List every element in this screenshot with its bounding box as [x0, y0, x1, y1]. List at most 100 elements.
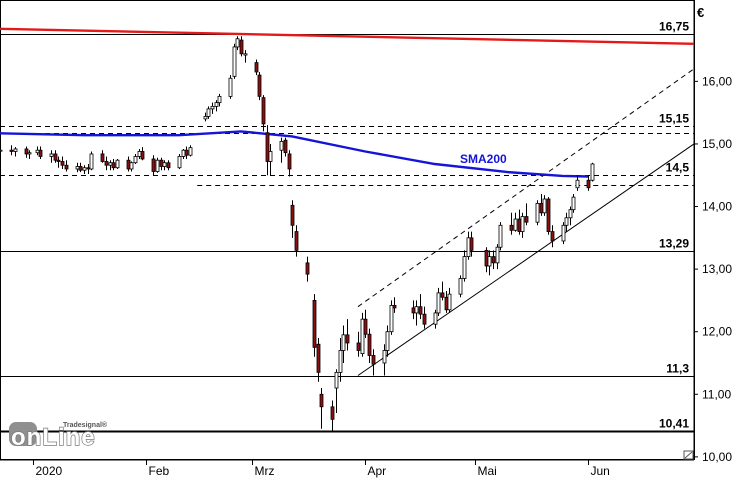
candle-body-down [111, 162, 116, 169]
candle-body-up [177, 156, 182, 169]
plot-frame [0, 0, 695, 461]
y-tick-label: 11,00 [702, 387, 731, 401]
candle-body-down [491, 256, 496, 264]
candle-body-down [9, 149, 14, 152]
candle-body-down [367, 333, 372, 356]
candle-body-up [214, 102, 219, 107]
candle-body-down [371, 355, 376, 365]
level-labels: 16,75 15,15 14,5 13,29 11,3 10,41 [659, 20, 689, 431]
candle [279, 137, 284, 163]
candle-body-up [49, 153, 54, 157]
candle [546, 197, 551, 235]
candle [239, 36, 244, 57]
candle [294, 225, 299, 257]
candle-body-down [24, 148, 29, 155]
candle [305, 256, 310, 282]
candle [363, 309, 368, 338]
candle [64, 160, 69, 172]
candle-body-down [254, 62, 259, 73]
candle-body-up [27, 152, 32, 155]
candle [155, 157, 160, 173]
candle-body-up [217, 95, 222, 104]
candle [334, 369, 339, 414]
candle-body-down [283, 139, 288, 154]
candle [283, 137, 288, 157]
candle [491, 250, 496, 270]
candle-body-up [466, 237, 471, 257]
candle [418, 294, 423, 320]
candle-body-up [13, 148, 18, 152]
candle-body-up [436, 292, 441, 314]
logo-wordmark: onLine [11, 424, 96, 451]
candle [133, 153, 138, 164]
candle-body-down [418, 306, 423, 315]
candle [571, 194, 576, 213]
candle [509, 212, 514, 235]
candle-body-down [539, 203, 544, 214]
sma200-line [0, 130, 589, 178]
candle [382, 344, 387, 376]
candle-body-up [360, 318, 365, 355]
candle-body-down [316, 343, 321, 373]
y-tick-label: 16,00 [702, 74, 732, 88]
candle-body-down [166, 162, 171, 169]
candle [414, 300, 419, 326]
candle-body-down [60, 161, 65, 166]
candle [371, 349, 376, 376]
y-tick-label: 12,00 [702, 325, 732, 339]
candle-body-up [155, 159, 160, 172]
price-axis[interactable]: 10,00 11,00 12,00 13,00 14,00 15,00 16,00 [694, 74, 732, 464]
trend-line [357, 68, 695, 308]
candle [214, 100, 219, 112]
candle [440, 281, 445, 301]
resize-grip-icon[interactable] [683, 450, 694, 460]
candle [104, 156, 109, 171]
candle [184, 146, 189, 159]
candle [268, 143, 273, 176]
candle [498, 222, 503, 251]
candle [513, 212, 518, 232]
candle [206, 106, 211, 119]
candle [542, 195, 547, 216]
candle [13, 147, 18, 157]
candle [287, 150, 292, 177]
candle-body-up [115, 159, 120, 169]
x-tick-label: 2020 [36, 464, 63, 478]
candle-body-down [422, 313, 427, 325]
candle-body-down [56, 159, 61, 162]
time-axis[interactable]: 2020 Feb Mrz Apr Mai Jun [33, 460, 610, 478]
candle [356, 331, 361, 357]
candle-body-down [469, 237, 474, 251]
candle [564, 212, 569, 232]
candle [177, 153, 182, 169]
logo-tagline: Tradesignal® [63, 421, 108, 429]
candle-body-up [338, 350, 343, 373]
candle [338, 337, 343, 382]
candle-body-down [550, 231, 555, 242]
candle-body-down [517, 218, 522, 232]
candle-body-up [495, 246, 500, 264]
candle [188, 145, 193, 157]
candle [319, 388, 324, 429]
x-tick-label: Apr [368, 464, 387, 478]
candle-body-down [261, 97, 266, 125]
candle-body-up [89, 153, 94, 170]
candle-body-down [345, 334, 350, 344]
candle-body-up [188, 147, 193, 156]
candle-body-down [104, 161, 109, 166]
candle [78, 162, 83, 173]
candle [469, 231, 474, 257]
candle-body-up [433, 312, 438, 325]
candle [458, 275, 463, 298]
candle-body-down [444, 296, 449, 311]
candle [524, 203, 529, 226]
candle-body-down [392, 305, 397, 309]
candle-body-down [184, 149, 189, 156]
candle-body-down [151, 158, 156, 172]
candle-body-down [440, 292, 445, 298]
candle [520, 212, 525, 238]
candle-body-down [78, 166, 83, 171]
candle-body-up [385, 331, 390, 351]
candle [586, 175, 591, 191]
